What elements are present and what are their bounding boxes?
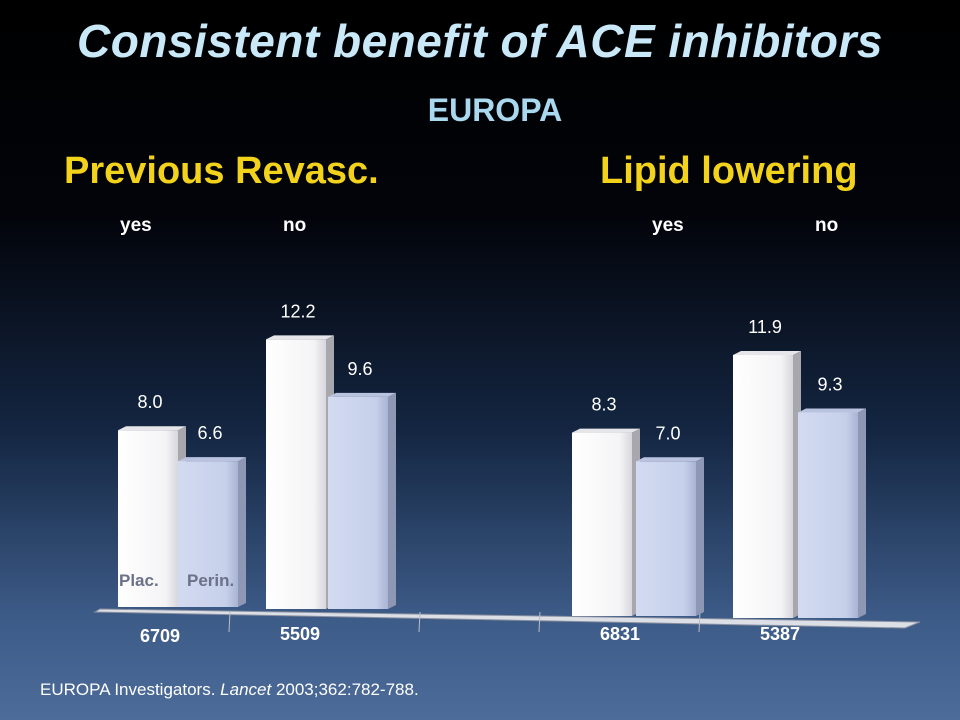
data-label-perindopril-2: 7.0 [655, 423, 680, 443]
legend-label-placebo: Plac. [119, 571, 159, 590]
bar-perindopril-2 [636, 461, 696, 616]
group-title-revasc: Previous Revasc. [64, 150, 379, 192]
floor-divider-1 [418, 611, 421, 633]
study-name: EUROPA [427, 92, 563, 128]
data-labels: 8.0 6.6 12.2 9.6 8.3 7.0 11.9 9.3 [137, 301, 842, 443]
bar-top-placebo-1 [266, 335, 334, 340]
category-label-2: 6831 [600, 624, 640, 644]
citation-authors: EUROPA Investigators. [40, 680, 216, 699]
bar-side-perindopril-0 [238, 457, 246, 607]
data-label-perindopril-1: 9.6 [347, 359, 372, 379]
bar-perindopril-3 [798, 412, 858, 618]
data-label-perindopril-0: 6.6 [197, 423, 222, 443]
bar-placebo-1 [266, 339, 326, 609]
category-label-0: 6709 [140, 626, 180, 646]
chart-floor-plane [93, 608, 921, 629]
category-labels: 6709 5509 6831 5387 [140, 624, 800, 646]
bar-top-perindopril-2 [636, 457, 704, 462]
bar-top-placebo-3 [733, 351, 801, 356]
bar-side-perindopril-3 [858, 408, 866, 618]
citation: EUROPA Investigators. Lancet 2003;362:78… [40, 680, 419, 700]
group-title-lipid: Lipid lowering [600, 150, 858, 192]
bar-placebo-2 [572, 432, 632, 616]
floor-divider-2 [538, 611, 541, 633]
bar-side-perindopril-2 [696, 457, 704, 616]
data-label-placebo-2: 8.3 [591, 395, 616, 415]
revasc-no-label: no [283, 215, 307, 236]
data-label-perindopril-3: 9.3 [817, 374, 842, 394]
bar-side-perindopril-1 [388, 392, 396, 609]
legend-label-perindopril: Perin. [187, 571, 234, 590]
citation-journal: Lancet [220, 680, 272, 699]
data-label-placebo-3: 11.9 [748, 317, 782, 337]
floor-divider-3 [698, 611, 701, 633]
bar-perindopril-0 [178, 461, 238, 607]
floor-divider-0 [228, 611, 231, 633]
data-label-placebo-0: 8.0 [137, 392, 162, 412]
slide-title: Consistent benefit of ACE inhibitors [77, 15, 883, 67]
bar-perindopril-1 [328, 396, 388, 609]
bar-top-perindopril-1 [328, 392, 396, 397]
lipid-no-label: no [815, 215, 839, 236]
category-label-1: 5509 [280, 624, 320, 644]
bar-placebo-0 [118, 430, 178, 607]
revasc-yes-label: yes [120, 215, 152, 236]
chart-floor [93, 608, 921, 633]
lipid-yes-label: yes [652, 215, 684, 236]
bars [118, 335, 866, 618]
bar-top-perindopril-3 [798, 408, 866, 413]
category-label-3: 5387 [760, 624, 800, 644]
bar-placebo-3 [733, 355, 793, 618]
data-label-placebo-1: 12.2 [280, 301, 315, 321]
legend: Plac. Perin. [119, 571, 234, 590]
bar-top-placebo-0 [118, 426, 186, 431]
citation-ref: 2003;362:782-788. [275, 680, 419, 699]
bar-top-perindopril-0 [178, 457, 246, 462]
bar-top-placebo-2 [572, 428, 640, 433]
